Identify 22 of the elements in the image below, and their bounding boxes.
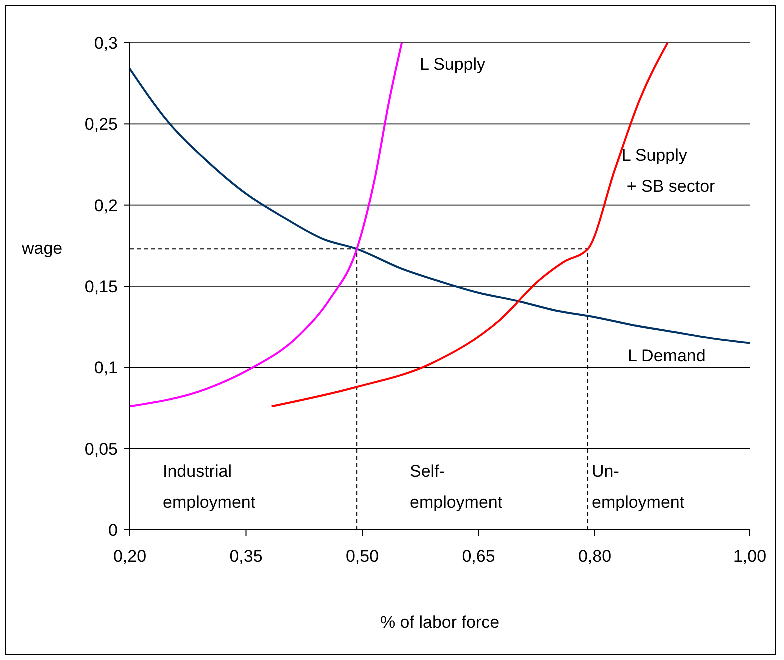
series-label: L Supply [420, 55, 486, 74]
y-tick-label: 0 [108, 521, 118, 540]
annotation: Self-employment [410, 462, 503, 512]
x-tick-label: 0,20 [113, 547, 147, 566]
x-tick-label: 0,80 [578, 547, 612, 566]
x-tick-label: 1,00 [733, 547, 767, 566]
y-tick-label: 0,15 [84, 278, 118, 297]
y-tick-label: 0,1 [94, 358, 118, 378]
series-label: L Demand [628, 346, 706, 366]
y-axis-title: wage [21, 239, 63, 258]
x-axis-title: % of labor force [380, 613, 500, 632]
annotation: Un-employment [592, 462, 685, 512]
y-tick-label: 0,05 [84, 440, 118, 459]
x-tick-label: 0,65 [462, 547, 496, 566]
y-tick-label: 0,3 [94, 34, 118, 54]
line-series [130, 43, 404, 408]
annotation: Industrial employment [163, 462, 256, 512]
x-tick-label: 0,35 [230, 547, 263, 566]
y-tick-label: 0,25 [84, 115, 118, 134]
x-tick-label: 0,50 [346, 547, 380, 566]
series-label: L Supply + SB sector [622, 146, 716, 196]
y-tick-label: 0,2 [94, 196, 118, 216]
